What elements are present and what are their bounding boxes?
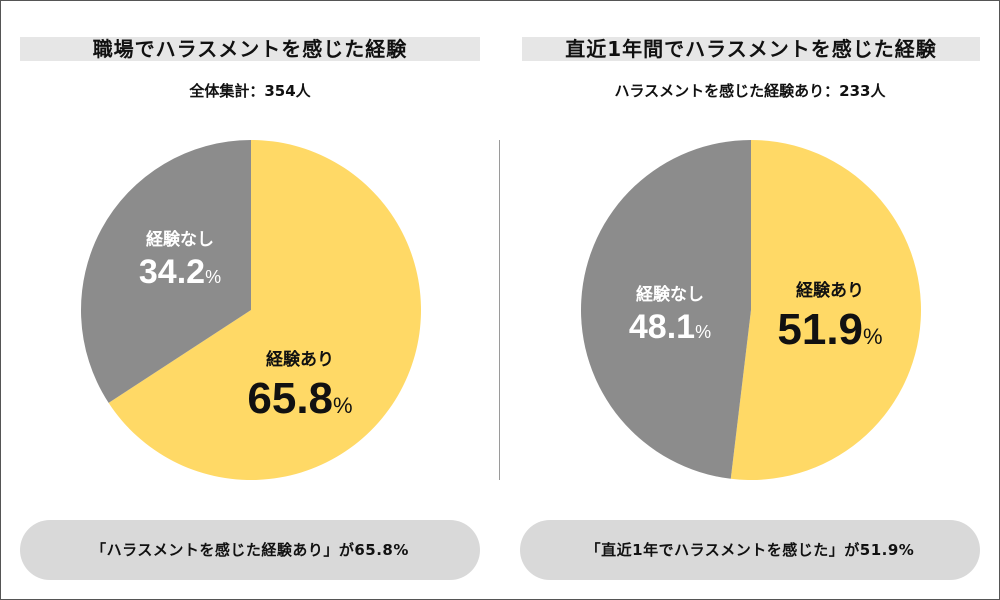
slice-value-label: 48.1% bbox=[629, 308, 711, 346]
panel-divider bbox=[499, 140, 500, 480]
left-summary-pill: 「ハラスメントを感じた経験あり」が65.8% bbox=[20, 520, 480, 580]
left-pie-chart: 経験あり 65.8% 経験なし 34.2% bbox=[81, 140, 422, 480]
pie-slice-yes bbox=[730, 140, 922, 481]
slice-label: 経験あり bbox=[796, 280, 864, 301]
slice-label: 経験なし bbox=[636, 284, 704, 305]
right-panel: 直近1年間でハラスメントを感じた経験 ハラスメントを感じた経験あり：233人 経… bbox=[500, 0, 1000, 600]
slice-value-label: 65.8% bbox=[247, 374, 352, 423]
left-chart-title: 職場でハラスメントを感じた経験 bbox=[20, 37, 480, 61]
slice-label: 経験あり bbox=[266, 349, 334, 370]
right-chart-title: 直近1年間でハラスメントを感じた経験 bbox=[522, 37, 980, 61]
slice-value-label: 51.9% bbox=[777, 305, 882, 354]
pie-slice-no bbox=[581, 140, 751, 479]
slice-label: 経験なし bbox=[146, 229, 214, 250]
right-pie-chart: 経験あり 51.9% 経験なし 48.1% bbox=[581, 140, 922, 481]
slice-value-label: 34.2% bbox=[139, 253, 221, 291]
left-subtitle: 全体集計：354人 bbox=[189, 82, 311, 100]
pie-slice-no bbox=[81, 140, 251, 403]
right-subtitle: ハラスメントを感じた経験あり：233人 bbox=[614, 82, 886, 100]
pie-slice-yes bbox=[108, 140, 422, 480]
right-summary-pill: 「直近1年でハラスメントを感じた」が51.9% bbox=[520, 520, 980, 580]
left-panel: 職場でハラスメントを感じた経験 全体集計：354人 経験あり 65.8% 経験なし 3… bbox=[20, 37, 480, 580]
